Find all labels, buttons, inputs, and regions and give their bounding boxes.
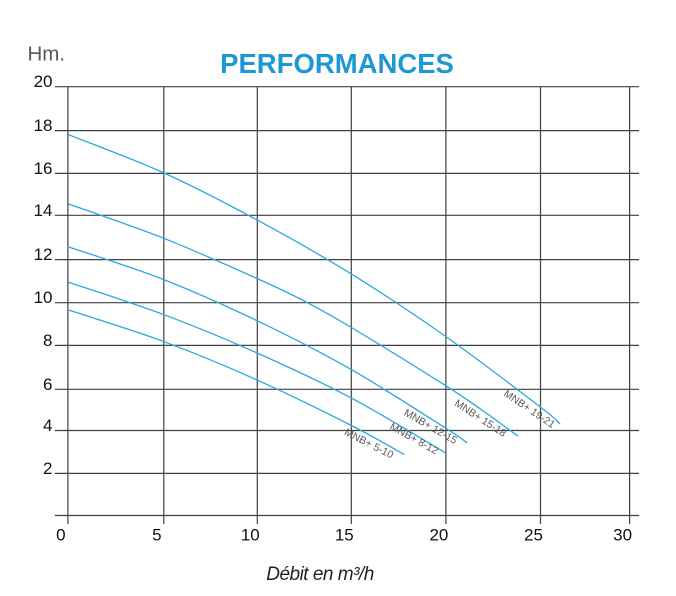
- svg-text:18: 18: [34, 116, 53, 135]
- svg-text:20: 20: [429, 525, 448, 544]
- svg-text:Hm.: Hm.: [28, 42, 66, 65]
- svg-text:PERFORMANCES: PERFORMANCES: [220, 48, 454, 79]
- svg-text:8: 8: [43, 331, 52, 350]
- svg-text:20: 20: [34, 72, 53, 91]
- svg-text:5: 5: [152, 525, 161, 544]
- svg-text:10: 10: [241, 525, 260, 544]
- svg-text:6: 6: [43, 375, 52, 394]
- svg-text:0: 0: [56, 525, 65, 544]
- svg-text:15: 15: [335, 525, 354, 544]
- svg-text:16: 16: [34, 159, 53, 178]
- svg-text:12: 12: [34, 245, 53, 264]
- svg-text:10: 10: [34, 288, 53, 307]
- svg-text:30: 30: [613, 525, 632, 544]
- svg-text:4: 4: [43, 416, 52, 435]
- svg-text:25: 25: [524, 525, 543, 544]
- svg-text:Débit en m³/h: Débit en m³/h: [266, 564, 374, 585]
- svg-text:2: 2: [43, 459, 52, 478]
- svg-text:14: 14: [34, 201, 53, 220]
